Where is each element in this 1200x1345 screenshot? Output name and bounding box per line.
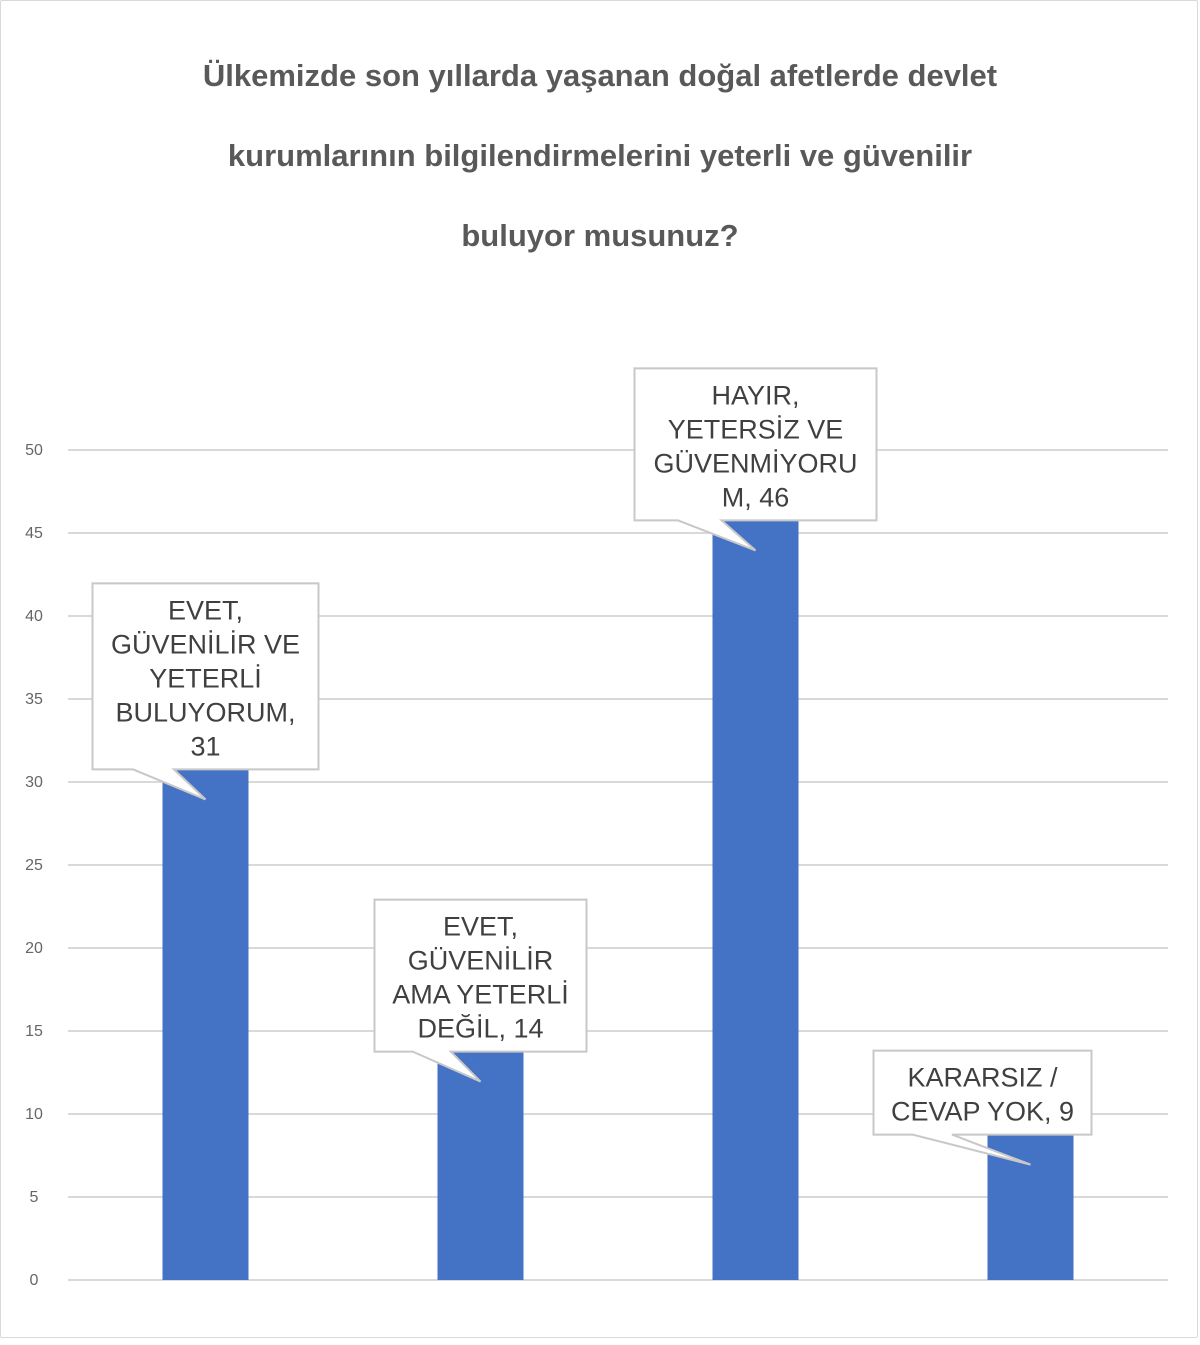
y-tick-label: 40 (25, 608, 43, 625)
data-label-line: 31 (190, 731, 220, 761)
callout-box (633, 367, 878, 552)
data-label-line: GÜVENMİYORU (653, 447, 857, 478)
y-tick-label: 30 (25, 774, 43, 791)
y-tick-label: 45 (25, 525, 43, 542)
bar (437, 1047, 524, 1280)
y-tick-label: 0 (30, 1272, 39, 1289)
chart-title-line-2: kurumlarının bilgilendirmelerini yeterli… (227, 138, 973, 173)
data-label-line: DEĞİL, 14 (417, 1013, 543, 1044)
data-label-line: CEVAP YOK, 9 (891, 1097, 1074, 1127)
y-tick-label: 5 (30, 1189, 39, 1206)
chart-title-line-3: buluyor musunuz? (461, 218, 739, 253)
bars (162, 516, 1074, 1280)
bar (712, 516, 799, 1280)
data-label-line: EVET, (168, 595, 243, 625)
y-axis-ticks: 0 5 10 15 20 25 30 35 40 45 50 (25, 442, 43, 1289)
callout-box (373, 898, 588, 1083)
data-label-line: HAYIR, (711, 380, 799, 410)
data-label-line: EVET, (443, 912, 518, 942)
callout-box (872, 1049, 1093, 1166)
data-label-line: M, 46 (722, 482, 790, 512)
y-tick-label: 50 (25, 442, 43, 459)
callout-box (91, 582, 320, 801)
data-label-line: KARARSIZ / (907, 1063, 1058, 1093)
y-tick-label: 10 (25, 1106, 43, 1123)
data-label-line: GÜVENİLİR VE (111, 628, 300, 659)
y-tick-label: 35 (25, 691, 43, 708)
data-label-callout: KARARSIZ / CEVAP YOK, 9 (872, 1049, 1093, 1166)
data-label-line: GÜVENİLİR (408, 945, 554, 976)
y-tick-label: 25 (25, 857, 43, 874)
chart-title-line-1: Ülkemizde son yıllarda yaşanan doğal afe… (202, 58, 998, 93)
data-label-line: AMA YETERLİ (392, 979, 569, 1010)
y-tick-label: 15 (25, 1023, 43, 1040)
data-label-line: BULUYORUM, (115, 697, 295, 727)
data-labels: EVET,GÜVENİLİR VEYETERLİBULUYORUM,31EVET… (91, 367, 1093, 1166)
bar (162, 765, 249, 1280)
chart-title: Ülkemizde son yıllarda yaşanan doğal afe… (100, 16, 1100, 296)
data-label-line: YETERLİ (149, 662, 262, 693)
y-tick-label: 20 (25, 940, 43, 957)
data-label-line: YETERSİZ VE (668, 413, 844, 444)
